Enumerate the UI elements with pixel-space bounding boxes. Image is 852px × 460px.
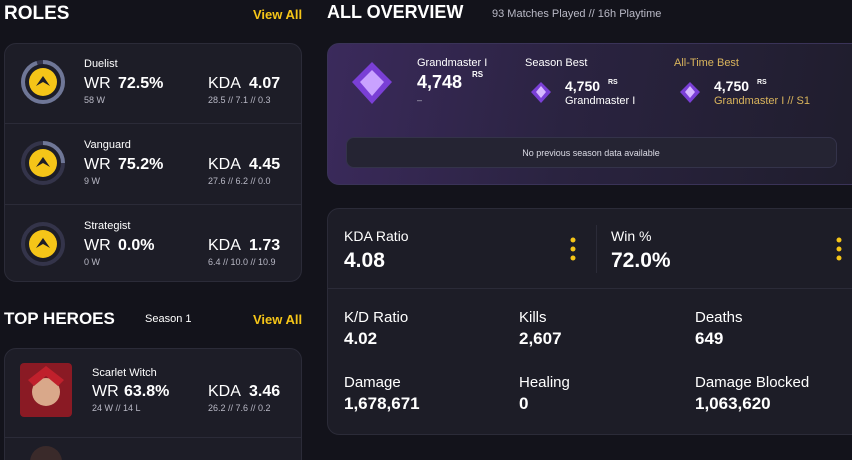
notice: No previous season data available (522, 147, 660, 158)
stat-label: K/D Ratio (344, 308, 409, 326)
wins: 58 W (84, 94, 106, 105)
stat-label: Damage (344, 373, 401, 391)
wins: 9 W (84, 175, 101, 186)
label: KDA (208, 383, 241, 400)
stat-label: Damage Blocked (695, 373, 810, 391)
stat-label: KDA Ratio (344, 228, 409, 244)
unit: RS (472, 70, 484, 79)
notice-box (346, 137, 837, 168)
divider (4, 123, 302, 124)
divider (4, 437, 302, 438)
stat-value: 4.08 (344, 248, 385, 272)
kda-detail: 28.5 // 7.1 // 0.3 (208, 94, 271, 105)
rank-score: 4,750 (565, 78, 601, 94)
section-title: TOP HEROES (4, 308, 115, 328)
stat-value: 649 (695, 328, 724, 348)
label: All-Time Best (674, 56, 739, 69)
summary: 93 Matches Played // 16h Playtime (492, 7, 662, 20)
section-title: ALL OVERVIEW (327, 2, 464, 22)
role-glyph (36, 157, 50, 167)
view-all-link[interactable]: View All (253, 311, 303, 327)
stat-value: 1,063,620 (695, 393, 771, 413)
unit: RS (608, 78, 618, 86)
stat-label: Win % (611, 228, 652, 244)
divider (327, 288, 852, 289)
label: WR (92, 383, 119, 400)
label: KDA (208, 237, 241, 254)
label: WR (84, 75, 111, 92)
role-glyph (36, 76, 50, 86)
ring-progress (21, 60, 65, 104)
unit: RS (757, 78, 767, 86)
role-name: Strategist (84, 219, 131, 232)
win-rate: 72.5% (118, 75, 164, 92)
rank-icon (680, 82, 700, 103)
rank-name: Grandmaster I (417, 56, 488, 69)
divider (596, 225, 597, 273)
label: KDA (208, 75, 241, 92)
rank-icon (352, 62, 392, 104)
note: – (417, 94, 423, 105)
hero-portrait (30, 446, 62, 460)
hero-portrait (20, 363, 72, 417)
ring-progress (21, 141, 65, 185)
menu-dots (570, 237, 842, 261)
rank-name: Grandmaster I (565, 94, 636, 107)
kda: 3.46 (249, 383, 281, 400)
season-label: Season 1 (145, 312, 192, 325)
stat-label: Healing (519, 373, 570, 391)
win-rate: 0.0% (118, 237, 155, 254)
rank-name: Grandmaster I // S1 (714, 94, 810, 107)
kda: 4.07 (249, 75, 281, 92)
view-all-link[interactable]: View All (253, 6, 303, 22)
kda: 4.45 (249, 156, 281, 173)
section-title: ROLES (4, 2, 70, 24)
stat-value: 4.02 (344, 328, 378, 348)
stat-value: 0 (519, 393, 529, 413)
kda: 1.73 (249, 237, 281, 254)
kda-detail: 27.6 // 6.2 // 0.0 (208, 175, 271, 186)
hero-name: Scarlet Witch (92, 366, 157, 379)
rank-score: 4,748 (417, 72, 463, 92)
label: KDA (208, 156, 241, 173)
role-name: Vanguard (84, 138, 131, 151)
stat-label: Kills (519, 308, 547, 326)
role-glyph (36, 238, 50, 248)
stats-card (327, 208, 852, 435)
kda-detail: 6.4 // 10.0 // 10.9 (208, 256, 276, 267)
win-rate: 75.2% (118, 156, 164, 173)
label: WR (84, 237, 111, 254)
stat-value: 2,607 (519, 328, 562, 348)
role-name: Duelist (84, 57, 118, 70)
record: 24 W // 14 L (92, 402, 141, 413)
rank-score: 4,750 (714, 78, 750, 94)
rank-icon (531, 82, 551, 103)
stat-value: 72.0% (611, 248, 671, 272)
stat-value: 1,678,671 (344, 393, 420, 413)
label: Season Best (525, 56, 588, 69)
stat-label: Deaths (695, 308, 743, 326)
divider (4, 204, 302, 205)
ring (21, 222, 65, 266)
win-rate: 63.8% (124, 383, 170, 400)
label: WR (84, 156, 111, 173)
kda-detail: 26.2 // 7.6 // 0.2 (208, 402, 271, 413)
wins: 0 W (84, 256, 101, 267)
